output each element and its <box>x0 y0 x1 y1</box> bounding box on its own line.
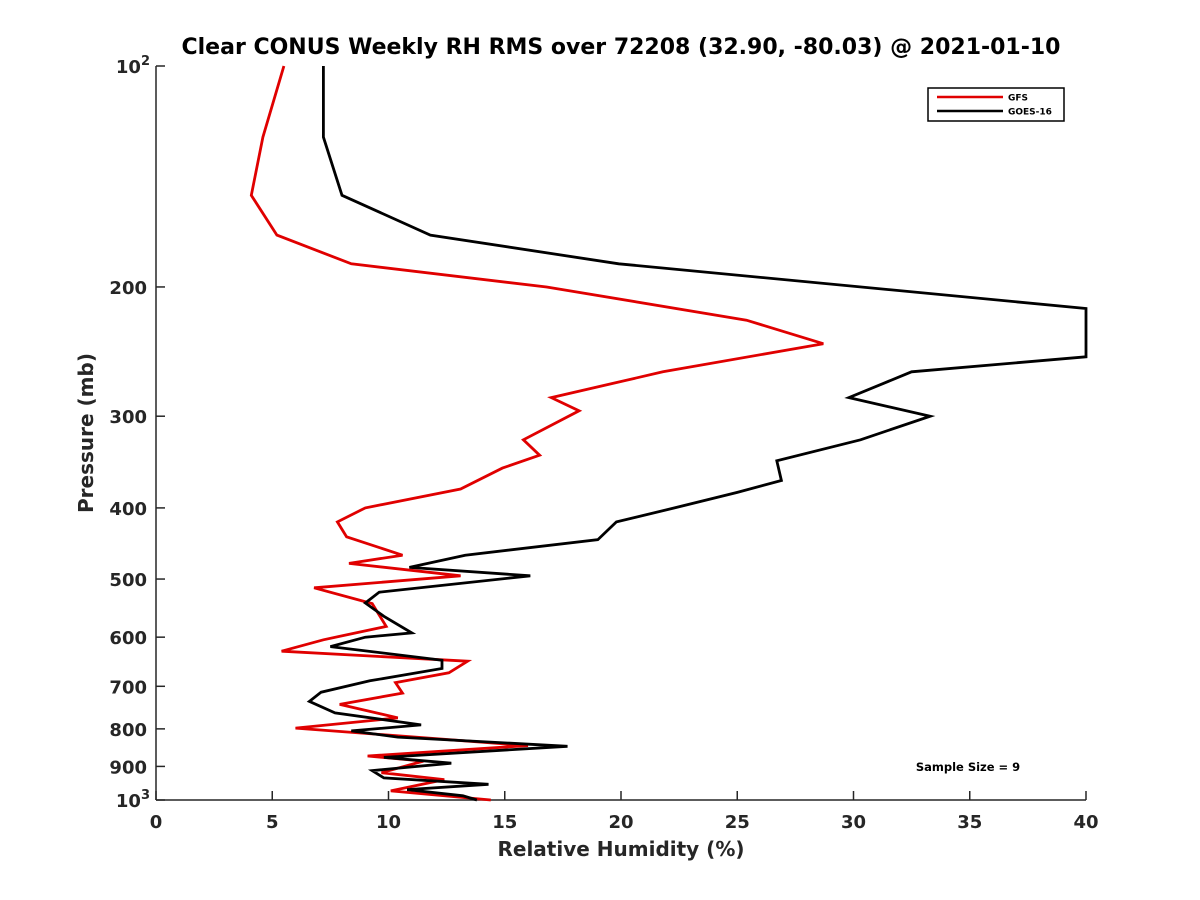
y-tick-label: 900 <box>109 757 147 778</box>
x-tick-label: 15 <box>492 812 517 833</box>
x-tick-label: 5 <box>266 812 279 833</box>
x-tick-label: 35 <box>957 812 982 833</box>
y-tick-label: 102 <box>116 54 150 78</box>
legend-box <box>927 87 1065 122</box>
y-tick-label: 103 <box>116 788 150 812</box>
y-tick-label: 200 <box>109 278 147 299</box>
legend-label-goes16: GOES-16 <box>1008 108 1052 118</box>
x-tick-label: 10 <box>376 812 401 833</box>
x-tick-label: 0 <box>150 812 163 833</box>
x-ticks: 0 5 10 15 20 25 30 35 40 <box>150 791 1099 833</box>
y-tick-label: 300 <box>109 407 147 428</box>
y-axis-label: Pressure (mb) <box>74 353 98 513</box>
y-tick-label: 400 <box>109 499 147 520</box>
series-line-goes16 <box>306 66 1088 802</box>
x-tick-label: 40 <box>1073 812 1098 833</box>
y-ticks: 102 200 300 400 500 600 700 800 900 103 <box>109 54 165 812</box>
axes <box>155 66 1086 801</box>
x-axis-label: Relative Humidity (%) <box>497 837 744 861</box>
y-tick-label: 600 <box>109 628 147 649</box>
y-tick-label: 700 <box>109 677 147 698</box>
series-layer <box>249 65 1088 802</box>
legend: GFS GOES-16 <box>927 87 1065 122</box>
legend-label-gfs: GFS <box>1008 94 1028 104</box>
chart-title: Clear CONUS Weekly RH RMS over 72208 (32… <box>182 35 1061 60</box>
y-tick-label: 500 <box>109 570 147 591</box>
x-tick-label: 20 <box>608 812 633 833</box>
y-tick-label: 800 <box>109 720 147 741</box>
x-tick-label: 30 <box>841 812 866 833</box>
sample-size-annotation: Sample Size = 9 <box>916 760 1020 774</box>
x-tick-label: 25 <box>725 812 750 833</box>
